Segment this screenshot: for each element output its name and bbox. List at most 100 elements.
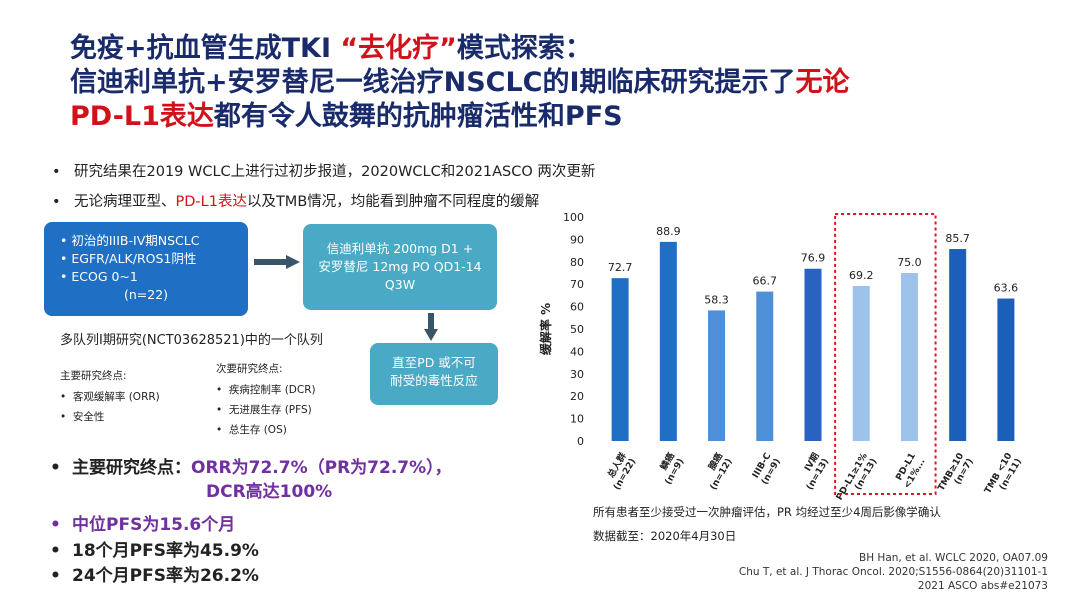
secondary-endpoint-item: • 疾病控制率 (DCR) xyxy=(216,384,316,396)
bar xyxy=(852,285,870,441)
y-tick-label: 100 xyxy=(563,211,584,224)
citation-1: BH Han, et al. WCLC 2020, OA07.09 xyxy=(859,552,1048,564)
bar xyxy=(949,249,967,441)
title-line1-b: 模式探索： xyxy=(456,33,592,64)
x-tick-label: IIIB-C(n=9) xyxy=(750,451,783,486)
primary-endpoints: 主要研究终点: • 客观缓解率 (ORR) • 安全性 xyxy=(60,368,160,424)
x-tick-label: IV期(n=13) xyxy=(794,451,831,493)
x-tick-label: PD-L1≥1%(n=13) xyxy=(835,452,880,506)
bar xyxy=(659,241,677,441)
bar-value-label: 75.0 xyxy=(897,256,922,269)
until-box: 直至PD 或不可 耐受的毒性反应 xyxy=(370,343,498,405)
primary-endpoint-2: 安全性 xyxy=(72,411,105,423)
treatment-box: 信迪利单抗 200mg D1 + 安罗替尼 12mg PO QD1-14 Q3W xyxy=(303,224,497,310)
y-tick-label: 20 xyxy=(570,390,584,403)
population-item-2: EGFR/ALK/ROS1阴性 xyxy=(71,251,197,266)
x-tick-label: 腺癌(n=12) xyxy=(697,451,734,493)
x-tick-label: PD-L1<1%... xyxy=(893,452,928,491)
bullet-2-b: 以及TMB情况，均能看到肿瘤不同程度的缓解 xyxy=(246,194,540,210)
slide-title: 免疫+抗血管生成TKI “去化疗”模式探索： 信迪利单抗+安罗替尼一线治疗NSC… xyxy=(70,32,1060,134)
bar-value-label: 66.7 xyxy=(753,275,778,288)
bar xyxy=(756,291,774,441)
population-item: • 初治的IIIB-IV期NSCLC xyxy=(60,233,200,248)
x-tick-label: TMB≥10(n=7) xyxy=(937,452,976,499)
results-primary: • 主要研究终点：ORR为72.7%（PR为72.7%）， DCR高达100% xyxy=(50,456,590,504)
bar xyxy=(611,278,629,441)
results-pfs18: • 18个月PFS率为45.9% xyxy=(50,541,259,561)
response-rate-bar-chart: 0 10 20 30 40 50 60 70 80 90 100 缓解率 % 72.7 总人群(n=22)… xyxy=(538,211,1024,506)
secondary-endpoints-title: 次要研究终点: xyxy=(216,363,283,375)
bar-value-label: 63.6 xyxy=(994,282,1019,295)
title-line1-quote: “去化疗” xyxy=(340,33,457,64)
bullet-1: • 研究结果在2019 WCLC上进行过初步报道，2020WCLC和2021ASC… xyxy=(52,164,596,180)
bar-value-label: 69.2 xyxy=(849,269,874,282)
secondary-endpoint-item: • 无进展生存 (PFS) xyxy=(216,404,312,416)
y-tick-label: 50 xyxy=(570,323,584,336)
bar-value-label: 58.3 xyxy=(704,293,729,306)
primary-endpoint-1: 客观缓解率 (ORR) xyxy=(72,391,160,403)
results-primary-value: ORR为72.7%（PR为72.7%）， xyxy=(191,458,452,478)
primary-endpoint-item: • 客观缓解率 (ORR) xyxy=(60,391,160,403)
population-n: (n=22) xyxy=(124,287,169,302)
primary-endpoints-title: 主要研究终点: xyxy=(60,370,127,382)
note-assessment: 所有患者至少接受过一次肿瘤评估，PR 均经过至少4周后影像学确认 xyxy=(593,505,941,519)
y-tick-label: 80 xyxy=(570,256,584,269)
y-tick-label: 60 xyxy=(570,301,584,314)
treatment-line-2: 安罗替尼 12mg PO QD1-14 xyxy=(318,259,482,274)
until-line-1: 直至PD 或不可 xyxy=(392,355,476,370)
y-tick-label: 30 xyxy=(570,368,584,381)
bar xyxy=(997,298,1015,441)
title-line1-a: 免疫+抗血管生成TKI xyxy=(70,33,341,64)
bullet-2: • 无论病理亚型、PD-L1表达以及TMB情况，均能看到肿瘤不同程度的缓解 xyxy=(52,194,540,210)
pd-l1-highlight-box xyxy=(834,213,937,495)
bar xyxy=(708,310,726,441)
y-tick-label: 10 xyxy=(570,413,584,426)
results-pfs24: • 24个月PFS率为26.2% xyxy=(50,566,259,586)
title-line2-a: 信迪利单抗+安罗替尼一线治疗NSCLC的I期临床研究提示了 xyxy=(70,67,796,98)
secondary-endpoint-2: 无进展生存 (PFS) xyxy=(228,404,312,416)
x-tick-label: 总人群(n=22) xyxy=(601,451,638,493)
citation-2: Chu T, et al. J Thorac Oncol. 2020;S1556… xyxy=(738,566,1048,578)
secondary-endpoints: 次要研究终点: • 疾病控制率 (DCR) • 无进展生存 (PFS) • 总生… xyxy=(216,361,316,437)
treatment-line-1: 信迪利单抗 200mg D1 + xyxy=(326,241,474,256)
bullet-2-a: 无论病理亚型、 xyxy=(74,194,176,210)
secondary-endpoint-3: 总生存 (OS) xyxy=(228,424,287,436)
bar xyxy=(900,273,918,441)
population-item: • EGFR/ALK/ROS1阴性 xyxy=(60,251,197,266)
x-tick-label: 鳞癌(n=9) xyxy=(652,451,686,487)
note-cutoff: 数据截至：2020年4月30日 xyxy=(593,529,737,543)
results-mpfs-text: 中位PFS为15.6个月 xyxy=(72,515,236,535)
until-line-2: 耐受的毒性反应 xyxy=(390,373,478,388)
y-tick-label: 40 xyxy=(570,345,584,358)
citation-3: 2021 ASCO abs#e21073 xyxy=(917,580,1048,592)
population-item: • ECOG 0~1 xyxy=(60,269,138,284)
y-tick-label: 90 xyxy=(570,233,584,246)
results-primary-dcr: DCR高达100% xyxy=(206,482,333,502)
title-line2-red: 无论 xyxy=(795,67,850,98)
title-line3-b: 都有令人鼓舞的抗肿瘤活性和PFS xyxy=(213,101,623,132)
results-pfs24-text: 24个月PFS率为26.2% xyxy=(72,566,259,586)
title-line3-red: PD-L1表达 xyxy=(70,101,214,132)
bar-value-label: 85.7 xyxy=(945,232,970,245)
population-item-3: ECOG 0~1 xyxy=(71,269,138,284)
y-axis-label: 缓解率 % xyxy=(538,303,553,355)
y-tick-label: 70 xyxy=(570,278,584,291)
right-arrow-icon xyxy=(254,255,300,269)
secondary-endpoint-item: • 总生存 (OS) xyxy=(216,424,287,436)
bar-value-label: 88.9 xyxy=(656,225,681,238)
x-tick-label: TMB <10(n=11) xyxy=(983,452,1024,502)
bullet-1-text: 研究结果在2019 WCLC上进行过初步报道，2020WCLC和2021ASCO… xyxy=(74,164,596,180)
population-item-1: 初治的IIIB-IV期NSCLC xyxy=(71,233,200,248)
results-pfs18-text: 18个月PFS率为45.9% xyxy=(72,541,259,561)
primary-endpoint-item: • 安全性 xyxy=(60,411,105,423)
results-primary-label: 主要研究终点： xyxy=(72,458,191,478)
population-box: • 初治的IIIB-IV期NSCLC • EGFR/ALK/ROS1阴性 • E… xyxy=(44,222,248,316)
bar-value-label: 72.7 xyxy=(608,261,633,274)
bar xyxy=(804,268,822,441)
y-tick-label: 0 xyxy=(577,435,584,448)
bullet-2-red: PD-L1表达 xyxy=(175,194,247,210)
down-arrow-icon xyxy=(424,313,438,341)
results-mpfs: • 中位PFS为15.6个月 xyxy=(50,515,236,535)
cohort-note: 多队列I期研究(NCT03628521)中的一个队列 xyxy=(60,333,323,348)
secondary-endpoint-1: 疾病控制率 (DCR) xyxy=(228,384,316,396)
